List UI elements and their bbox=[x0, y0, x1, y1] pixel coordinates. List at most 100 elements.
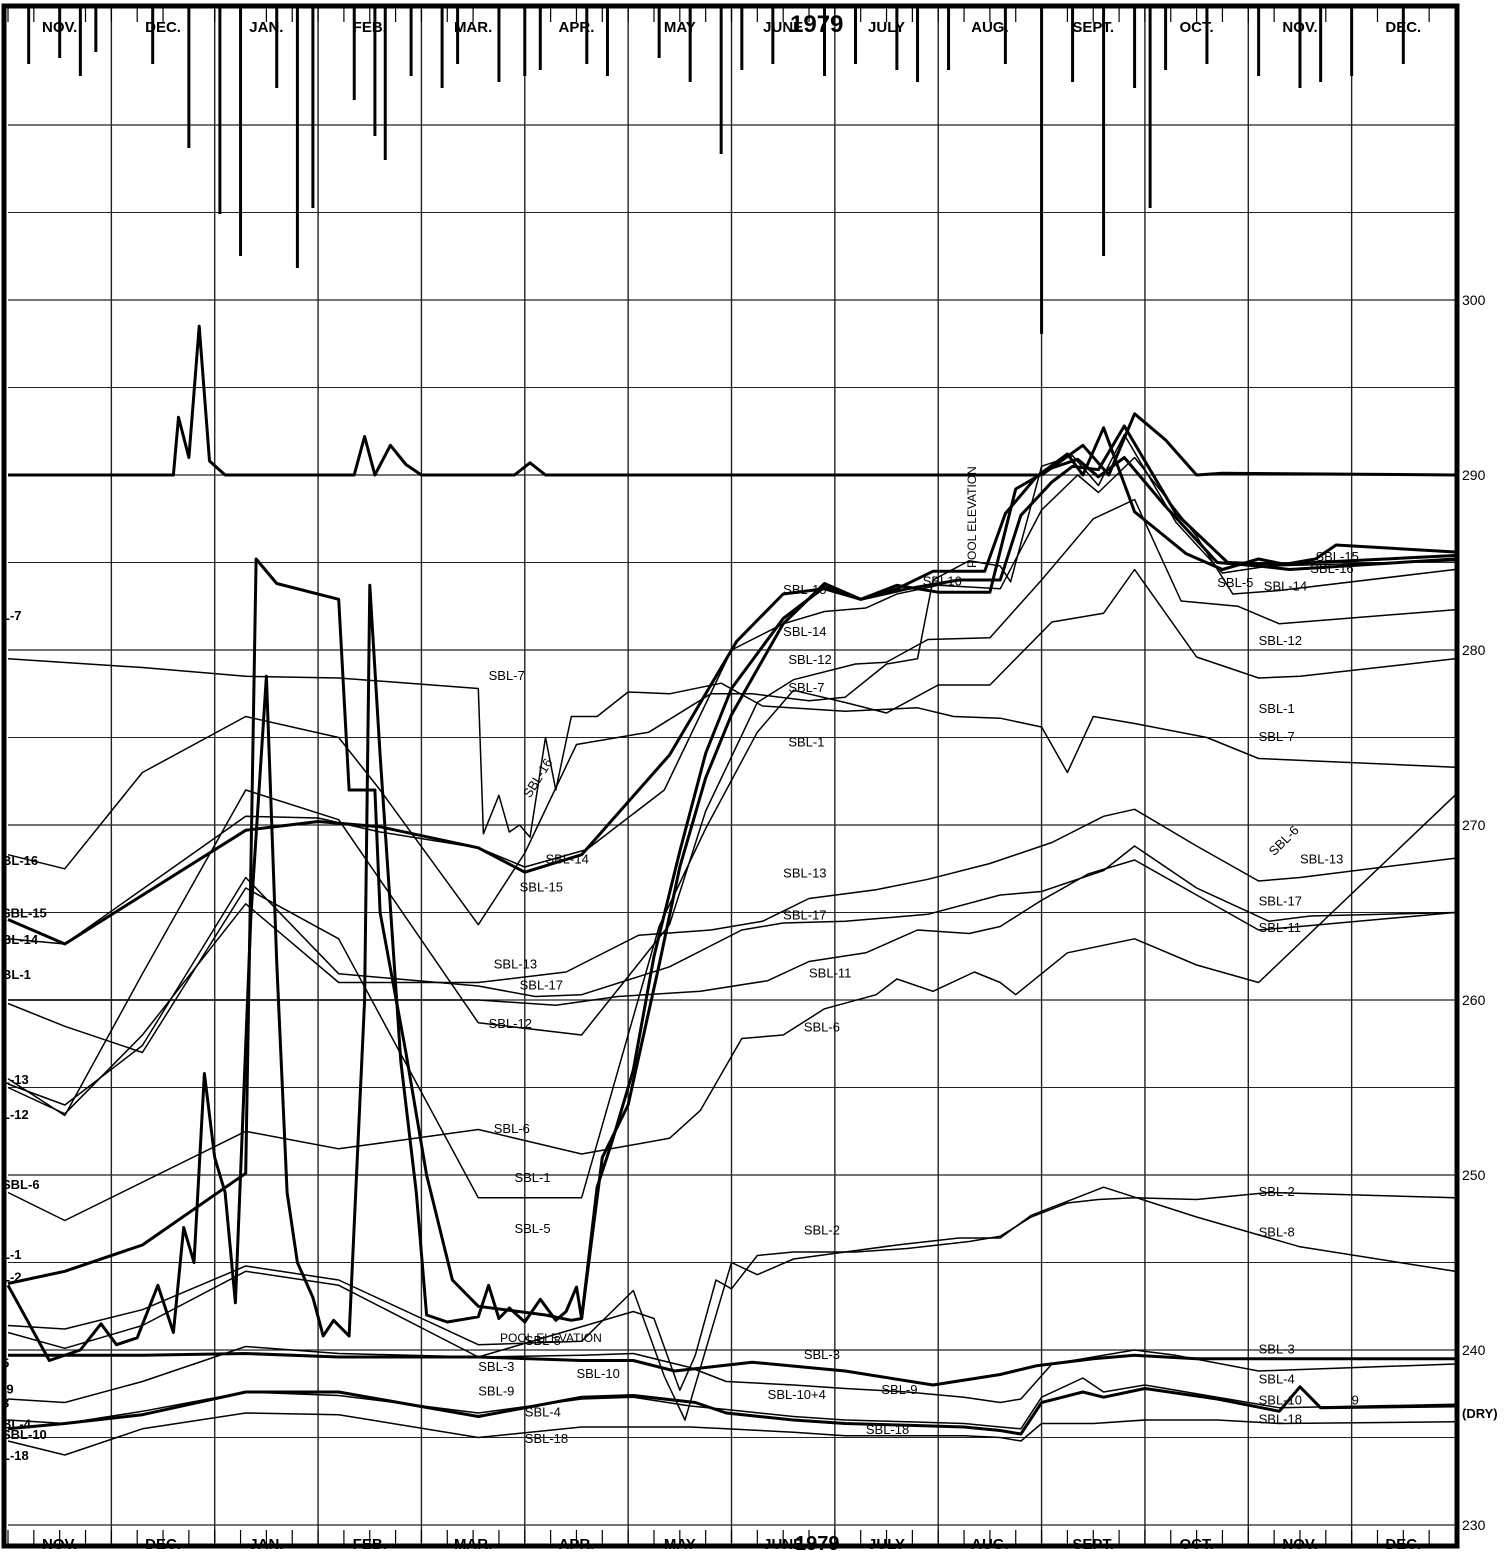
series-label: SBL-13 bbox=[494, 957, 537, 972]
series-label: SBL-10 bbox=[576, 1366, 619, 1381]
series-label: SBL-18 bbox=[1259, 1412, 1302, 1427]
series-line-sbl-15 bbox=[7, 426, 1456, 946]
series-label: SBL-14 bbox=[1264, 579, 1307, 594]
y-tick-label: 250 bbox=[1462, 1167, 1486, 1183]
left-edge-label: L-2 bbox=[2, 1270, 22, 1285]
series-label: SBL-17 bbox=[783, 908, 826, 923]
left-edge-label: L-13 bbox=[2, 1072, 29, 1087]
series-label: SBL-6 bbox=[804, 1020, 840, 1035]
series-line-sbl-7 bbox=[7, 658, 1456, 838]
chart-title-top: 1979 bbox=[790, 11, 843, 38]
series-label: SBL-14 bbox=[545, 852, 588, 867]
series-line-sbl-9 bbox=[7, 1345, 1456, 1404]
y-tick-label: 270 bbox=[1462, 817, 1486, 833]
series-line-sbl-12 bbox=[7, 498, 1456, 1117]
series-label: SBL-1 bbox=[1259, 701, 1295, 716]
series-label: SBL-8 bbox=[1259, 1224, 1295, 1239]
series-line-sbl-11 bbox=[8, 859, 1456, 1007]
series-label: SBL-13 bbox=[783, 866, 826, 881]
series-label: SBL-5 bbox=[514, 1221, 550, 1236]
series-line-sbl-2 bbox=[6, 424, 1456, 1362]
series-label: SBL-18 bbox=[525, 1431, 568, 1446]
series-label: SBL-14 bbox=[783, 624, 826, 639]
series-line-sbl-8 bbox=[7, 1186, 1456, 1421]
series-lines bbox=[6, 324, 1456, 1456]
left-edge-label: L-7 bbox=[2, 608, 22, 623]
series-label: SBL-3 bbox=[478, 1359, 514, 1374]
dry-label: (DRY) bbox=[1462, 1406, 1498, 1421]
pool-elevation-upper-label: POOL ELEVATION bbox=[965, 466, 979, 568]
series-label: SBL-1 bbox=[514, 1170, 550, 1185]
month-label-top: JUNE bbox=[763, 19, 803, 36]
month-label-top: MAR. bbox=[454, 19, 492, 36]
left-edge-label: L-12 bbox=[2, 1107, 29, 1122]
left-edge-label: SBL-6 bbox=[2, 1177, 40, 1192]
y-tick-label: 290 bbox=[1462, 467, 1486, 483]
y-tick-label: 300 bbox=[1462, 292, 1486, 308]
series-label: SBL-10+4 bbox=[768, 1387, 826, 1402]
series-label: SBL-2 bbox=[804, 1223, 840, 1238]
series-line-pool-elevation bbox=[8, 324, 1456, 477]
y-tick-label: 280 bbox=[1462, 642, 1486, 658]
left-edge-label: L-18 bbox=[2, 1448, 29, 1463]
series-labels: SBL-7SBL-16SBL-14SBL-15SBL-13SBL-17SBL-1… bbox=[2, 549, 1359, 1463]
month-label-top: AUG. bbox=[971, 19, 1009, 36]
series-label: SBL-15 bbox=[1315, 549, 1358, 564]
series-label: SBL-8 bbox=[525, 1333, 561, 1348]
series-label: SBL-18 bbox=[866, 1422, 909, 1437]
series-label: SBL-11 bbox=[1259, 920, 1301, 935]
series-label: SBL-3 bbox=[804, 1347, 840, 1362]
y-tick-label: 260 bbox=[1462, 992, 1486, 1008]
series-label: SBL-12 bbox=[489, 1016, 532, 1031]
series-label: SBL-7 bbox=[788, 680, 824, 695]
series-line-sbl-4 bbox=[7, 1377, 1456, 1430]
left-edge-label: BL-1 bbox=[2, 967, 31, 982]
month-label-top: APR. bbox=[559, 19, 595, 36]
left-edge-label: SBL-15 bbox=[2, 906, 47, 921]
series-label: SBL16 bbox=[923, 573, 962, 588]
series-label: SBL-5 bbox=[1217, 575, 1253, 590]
series-label: SBL-1 bbox=[788, 734, 824, 749]
series-label: SBL-12 bbox=[1259, 633, 1302, 648]
series-line-sbl-16 bbox=[7, 433, 1456, 926]
grid bbox=[7, 8, 1455, 1545]
month-label-top: SEPT. bbox=[1072, 19, 1114, 36]
series-label: SBL-17 bbox=[1259, 894, 1302, 909]
series-label: SBL-10 bbox=[1259, 1392, 1302, 1407]
left-edge-label: BL-14 bbox=[2, 932, 39, 947]
month-label-top: NOV. bbox=[42, 19, 77, 36]
rainfall-bars bbox=[27, 8, 1405, 334]
series-label: SBL-13 bbox=[1300, 852, 1343, 867]
series-label: 9 bbox=[1352, 1392, 1359, 1407]
left-edge-label: -9 bbox=[2, 1382, 14, 1397]
series-label: SBL-17 bbox=[520, 978, 563, 993]
series-line-sbl-3 bbox=[8, 1352, 1455, 1387]
series-label: SBL-6 bbox=[494, 1121, 530, 1136]
series-label: SBL-12 bbox=[788, 652, 831, 667]
series-label: SBL-9 bbox=[881, 1382, 917, 1397]
left-edge-label: BL-4 bbox=[2, 1417, 32, 1432]
y-tick-label: 230 bbox=[1462, 1517, 1486, 1533]
series-label: SBL-15 bbox=[520, 880, 563, 895]
series-line-sbl-2-lower- bbox=[7, 1191, 1456, 1392]
series-label: SBL-9 bbox=[478, 1384, 514, 1399]
series-line-sbl-10 bbox=[7, 1385, 1456, 1436]
left-edge-label: L-1 bbox=[2, 1247, 22, 1262]
series-label: SBL-4 bbox=[525, 1405, 561, 1420]
left-edge-label: SBL-10 bbox=[2, 1427, 47, 1442]
month-label-top: DEC. bbox=[1385, 19, 1421, 36]
month-label-top: FEB. bbox=[353, 19, 387, 36]
series-label: SBL-4 bbox=[1259, 1371, 1295, 1386]
y-tick-label: 240 bbox=[1462, 1342, 1486, 1358]
series-label: SBL-16 bbox=[1310, 561, 1353, 576]
series-line-sbl-5 bbox=[7, 456, 1456, 1322]
series-label: SBL-7 bbox=[489, 668, 525, 683]
month-label-top: DEC. bbox=[145, 19, 181, 36]
pool-elevation-lower-label: POOL ELEVATION bbox=[500, 1331, 602, 1345]
left-edge-label: BL-16 bbox=[2, 853, 38, 868]
series-label: SBL-7 bbox=[1259, 729, 1295, 744]
series-line-sbl-17 bbox=[7, 845, 1456, 1106]
series-label: SBL-2 bbox=[1259, 1184, 1295, 1199]
